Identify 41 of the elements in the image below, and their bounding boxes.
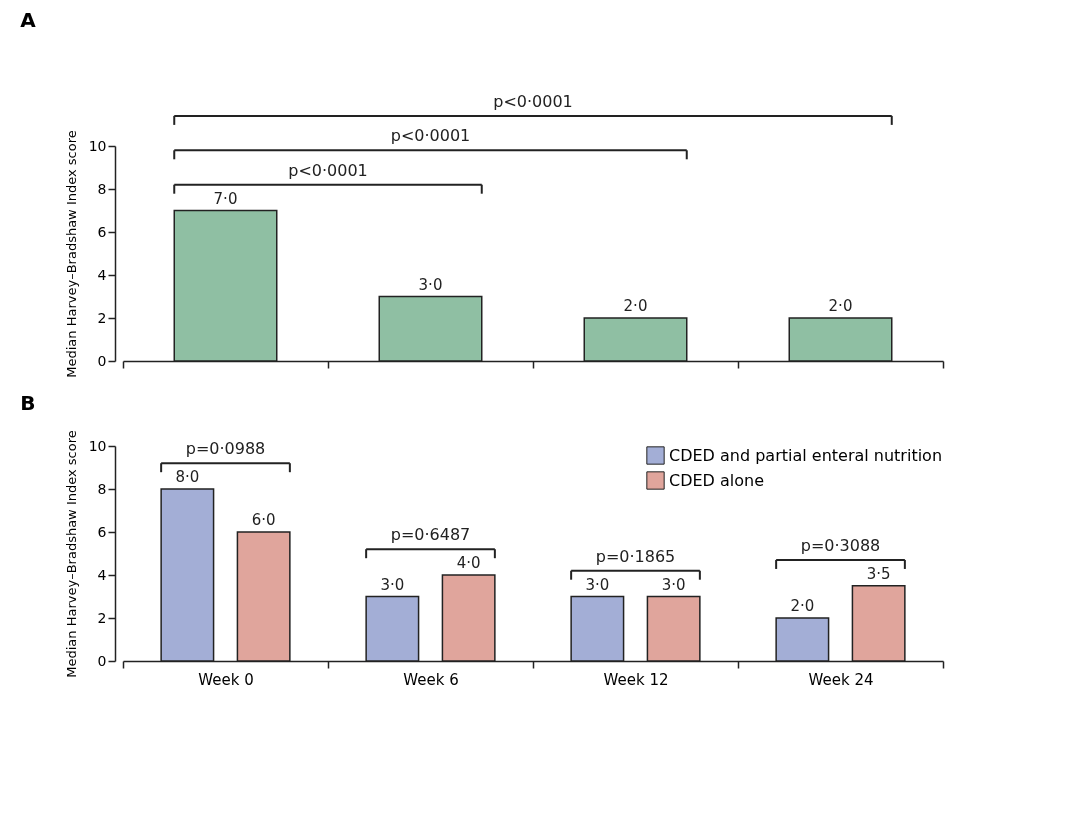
data-label: 4·0 <box>456 554 481 572</box>
data-label: 2·0 <box>828 297 853 315</box>
y-axis-title: Median Harvey–Bradshaw Index score <box>63 430 79 678</box>
data-label: 6·0 <box>251 511 276 529</box>
annotation: p=0·1865 <box>595 546 676 566</box>
y-tick-label: 10 <box>88 437 107 454</box>
legend-label: CDED alone <box>669 470 765 490</box>
data-label: 8·0 <box>175 468 200 486</box>
annotation: p=0·3088 <box>800 535 881 555</box>
data-label: 3·0 <box>380 575 405 594</box>
y-tick-label: 0 <box>97 352 107 369</box>
x-tick-label: Week 24 <box>808 670 874 689</box>
x-tick-label: Week 12 <box>603 670 669 689</box>
annotation: p<0·0001 <box>288 160 368 180</box>
chart-title: B <box>20 390 36 415</box>
annotation: p=0·0988 <box>185 439 266 459</box>
legend-label: CDED and partial enteral nutrition <box>669 445 943 465</box>
y-tick-label: 0 <box>97 652 107 669</box>
y-tick-label: 6 <box>97 223 107 240</box>
data-label: 2·0 <box>790 597 815 615</box>
y-tick-label: 6 <box>97 523 107 540</box>
data-label: 3·5 <box>866 564 891 583</box>
text: p<0·0001 <box>493 91 573 111</box>
annotation: p=0·6487 <box>390 525 471 545</box>
data-label: 3·0 <box>418 275 443 294</box>
data-label: 3·0 <box>585 575 610 594</box>
x-tick-label: Week 0 <box>198 670 254 689</box>
y-tick-label: 4 <box>97 266 107 283</box>
data-label: 2·0 <box>623 297 648 315</box>
chart-title: A <box>20 7 37 32</box>
y-tick-label: 4 <box>97 566 107 583</box>
y-tick-label: 10 <box>88 137 107 154</box>
y-tick-label: 2 <box>97 609 107 626</box>
x-tick-label: Week 6 <box>403 670 459 689</box>
y-tick-label: 8 <box>97 180 107 197</box>
y-tick-label: 2 <box>97 309 107 326</box>
y-axis-title: Median Harvey–Bradshaw Index score <box>63 130 79 378</box>
data-label: 7·0 <box>213 189 238 208</box>
text: p<0·0001 <box>390 126 471 146</box>
data-label: 3·0 <box>661 575 686 594</box>
y-tick-label: 8 <box>97 480 107 497</box>
